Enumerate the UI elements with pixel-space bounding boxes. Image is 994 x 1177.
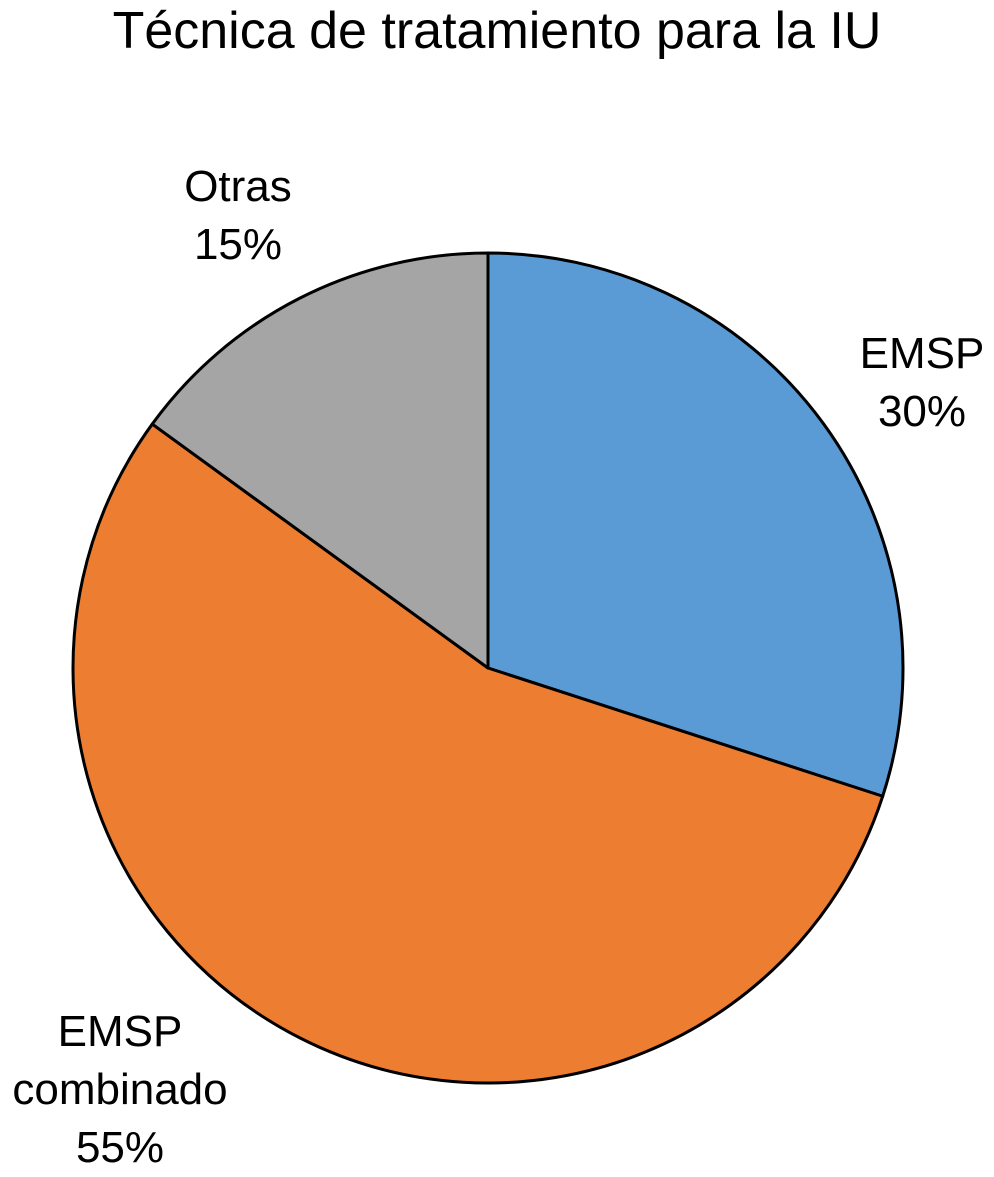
slice-label: EMSP combinado 55% — [0, 1003, 243, 1177]
pie-slice — [150, 251, 490, 670]
category-label: EMSP — [859, 329, 985, 378]
value-label: 30% — [877, 387, 967, 436]
chart-title: Técnica de tratamiento para la IU — [112, 2, 882, 60]
pie-slice — [71, 422, 885, 1085]
pie-slice — [486, 251, 905, 798]
category-label: EMSP combinado — [12, 1007, 228, 1114]
value-label: 55% — [75, 1123, 165, 1172]
slice-label: Otras 15% — [116, 158, 361, 274]
slice-label: EMSP 30% — [800, 325, 994, 441]
category-label: Otras — [184, 162, 292, 211]
value-label: 15% — [193, 220, 283, 269]
